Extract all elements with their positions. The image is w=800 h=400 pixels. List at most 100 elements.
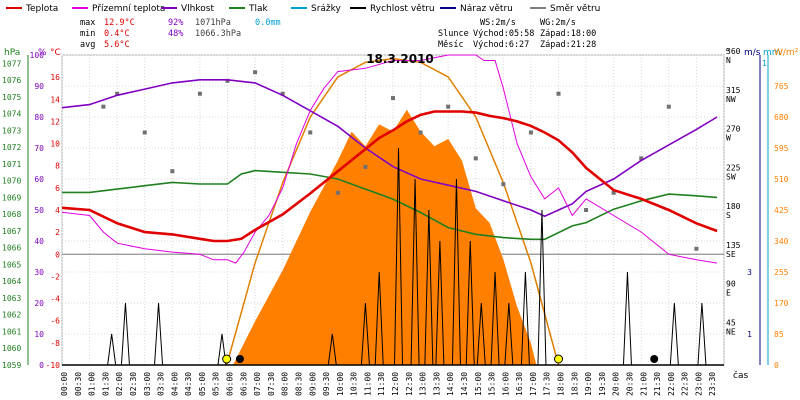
wind-speed-spike bbox=[424, 209, 434, 366]
wind-speed-spike bbox=[520, 271, 530, 366]
x-tick-label: 12:30 bbox=[405, 372, 414, 396]
x-tick-label: 07:30 bbox=[267, 372, 276, 396]
humidity-tick-label: 10 bbox=[34, 330, 44, 339]
temperature-tick-label: 2 bbox=[55, 228, 60, 237]
wind-direction-point bbox=[528, 130, 533, 135]
x-tick-label: 17:00 bbox=[529, 372, 538, 396]
wind-direction-point bbox=[142, 130, 147, 135]
stats-humidity: 92% bbox=[168, 18, 183, 28]
x-tick-label: 05:00 bbox=[198, 372, 207, 396]
x-tick-label: 01:30 bbox=[101, 372, 110, 396]
solar-tick-label: 510 bbox=[774, 175, 789, 184]
legend-label: Směr větru bbox=[550, 4, 600, 14]
wind-speed-spike bbox=[107, 333, 117, 366]
humidity-tick-label: 80 bbox=[34, 113, 44, 122]
stats-label: min bbox=[80, 29, 95, 39]
x-tick-label: 08:30 bbox=[294, 372, 303, 396]
pressure-tick-label: 1072 bbox=[2, 143, 21, 152]
wind-speed-spike bbox=[410, 178, 420, 366]
x-tick-label: 18:00 bbox=[557, 372, 566, 396]
x-tick-label: 17:30 bbox=[543, 372, 552, 396]
stats-pressure: 1066.3hPa bbox=[195, 29, 241, 39]
pressure-tick-label: 1076 bbox=[2, 76, 21, 85]
pressure-tick-label: 1068 bbox=[2, 210, 21, 219]
x-tick-label: 10:30 bbox=[350, 372, 359, 396]
x-tick-label: 06:00 bbox=[226, 372, 235, 396]
direction-tick-label: 360 bbox=[726, 47, 741, 56]
wind-speed-spike bbox=[504, 302, 514, 366]
x-tick-label: 23:00 bbox=[694, 372, 703, 396]
wind-speed-spike bbox=[465, 240, 475, 366]
moonrise-marker bbox=[235, 355, 244, 363]
x-tick-label: 21:30 bbox=[653, 372, 662, 396]
wind-direction-point bbox=[611, 190, 616, 195]
pressure-tick-label: 1061 bbox=[2, 327, 21, 336]
wind-direction-point bbox=[253, 70, 258, 75]
humidity-tick-label: 40 bbox=[34, 237, 44, 246]
x-tick-label: 04:30 bbox=[184, 372, 193, 396]
direction-axis-unit: ° bbox=[725, 48, 730, 58]
wind-tick-label: 1 bbox=[747, 330, 752, 339]
wind-direction-point bbox=[584, 208, 589, 212]
sunset: Západ:18:00 bbox=[540, 29, 596, 39]
wind-direction-point bbox=[308, 130, 313, 135]
x-tick-label: 16:30 bbox=[515, 372, 524, 396]
wind-speed-spike bbox=[360, 302, 370, 366]
wind-speed-stat: WS:2m/s bbox=[480, 18, 516, 28]
x-tick-label: 14:00 bbox=[446, 372, 455, 396]
x-tick-label: 23:30 bbox=[708, 372, 717, 396]
x-tick-label: 13:00 bbox=[419, 372, 428, 396]
solar-tick-label: 255 bbox=[774, 268, 789, 277]
x-tick-label: 14:30 bbox=[460, 372, 469, 396]
x-tick-label: 03:00 bbox=[143, 372, 152, 396]
legend-label: Teplota bbox=[25, 4, 58, 14]
legend-label: Náraz větru bbox=[460, 4, 513, 14]
moonset: Západ:21:28 bbox=[540, 40, 596, 50]
temperature-axis-unit: °C bbox=[50, 48, 61, 58]
pressure-tick-label: 1062 bbox=[2, 311, 21, 320]
direction-tick-label: 180 bbox=[726, 202, 741, 211]
wind-speed-spike bbox=[374, 271, 384, 366]
x-tick-label: 02:30 bbox=[129, 372, 138, 396]
wind-direction-point bbox=[501, 182, 506, 187]
direction-tick-compass: S bbox=[726, 211, 731, 220]
direction-tick-compass: NE bbox=[726, 327, 736, 336]
pressure-tick-label: 1060 bbox=[2, 344, 21, 353]
x-tick-label: 06:30 bbox=[239, 372, 248, 396]
direction-tick-label: 270 bbox=[726, 125, 741, 134]
solar-tick-label: 765 bbox=[774, 82, 789, 91]
wind-direction-point bbox=[639, 156, 644, 161]
x-tick-label: 01:00 bbox=[88, 372, 97, 396]
pressure-tick-label: 1077 bbox=[2, 59, 21, 68]
stats-temperature: 12.9°C bbox=[104, 18, 135, 28]
direction-tick-label: 90 bbox=[726, 280, 736, 289]
wind-speed-spike bbox=[120, 302, 130, 366]
x-tick-label: 07:00 bbox=[253, 372, 262, 396]
wind-axis-unit: m/s bbox=[744, 48, 761, 58]
pressure-tick-label: 1074 bbox=[2, 110, 21, 119]
sun-label: Slunce bbox=[438, 29, 469, 39]
temperature-tick-label: 10 bbox=[50, 140, 60, 149]
wind-direction-point bbox=[280, 91, 285, 96]
humidity-tick-label: 60 bbox=[34, 175, 44, 184]
direction-tick-compass: E bbox=[726, 289, 731, 298]
wind-speed-spike bbox=[697, 302, 707, 366]
x-tick-label: 19:30 bbox=[598, 372, 607, 396]
stats-pressure: 1071hPa bbox=[195, 18, 231, 28]
wind-gust-stat: WG:2m/s bbox=[540, 18, 576, 28]
temperature-tick-label: 14 bbox=[50, 95, 60, 104]
x-tick-label: 00:00 bbox=[60, 372, 69, 396]
humidity-tick-label: 90 bbox=[34, 82, 44, 91]
humidity-tick-label: 50 bbox=[34, 206, 44, 215]
pressure-tick-label: 1069 bbox=[2, 193, 21, 202]
pressure-tick-label: 1066 bbox=[2, 244, 21, 253]
sunset-marker bbox=[554, 354, 563, 364]
temperature-tick-label: 16 bbox=[50, 73, 60, 82]
x-tick-label: 18:30 bbox=[570, 372, 579, 396]
wind-speed-spike bbox=[394, 147, 404, 366]
pressure-axis-unit: hPa bbox=[4, 48, 20, 58]
legend-label: Tlak bbox=[248, 4, 269, 14]
wind-speed-spike bbox=[476, 302, 486, 366]
